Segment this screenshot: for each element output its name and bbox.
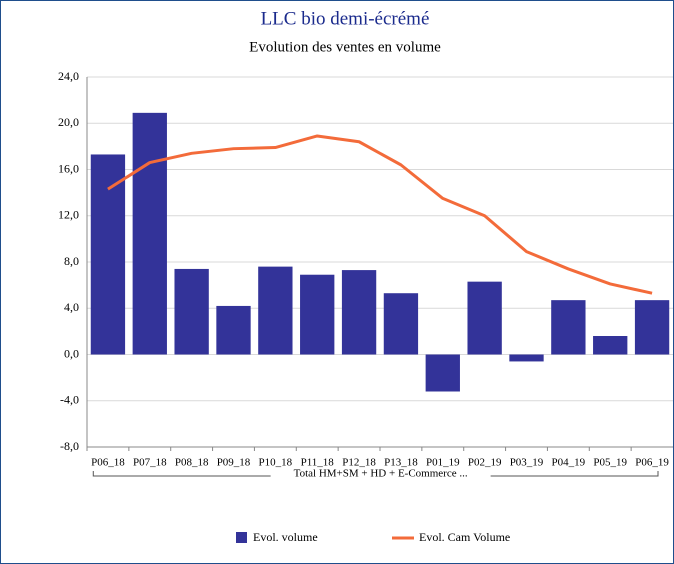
x-tick-label: P03_19 [510,457,544,469]
y-tick-label: 20,0 [58,115,79,129]
chart-title: LLC bio demi-écrémé [261,8,430,29]
bar [634,300,670,355]
x-tick-label: P11_18 [301,457,335,469]
bar [593,336,628,355]
bar [551,300,586,355]
group-label: Total HM+SM + HD + E-Commerce ... [294,468,468,480]
chart-subtitle: Evolution des ventes en volume [249,39,441,55]
x-tick-label: P12_18 [342,457,376,469]
line [107,134,653,295]
bar [300,274,335,355]
bar [425,354,460,392]
x-tick-label: P13_18 [384,457,418,469]
y-tick-label: -4,0 [60,393,79,407]
bar [174,268,209,355]
x-tick-label: P10_18 [259,457,293,469]
bar [383,293,419,355]
y-tick-label: 24,0 [58,69,79,83]
y-tick-label: 16,0 [58,161,79,175]
bar [132,112,167,355]
bar [467,281,502,355]
x-tick-label: P09_18 [217,457,251,469]
legend-swatch [236,532,247,543]
y-tick-label: 12,0 [58,208,79,222]
x-tick-label: P02_19 [468,457,502,469]
legend-label: Evol. volume [253,530,318,544]
bar [258,266,293,355]
group-bracket [92,471,659,477]
x-tick-label: P07_18 [133,457,167,469]
y-tick-label: 0,0 [64,346,79,360]
bar [341,270,377,355]
x-tick-label: P05_19 [593,457,627,469]
bar [216,305,251,355]
bar [509,354,544,362]
legend-label: Evol. Cam Volume [419,530,510,544]
x-tick-label: P08_18 [175,457,209,469]
y-tick-label: 4,0 [64,300,79,314]
x-tick-label: P06_19 [635,457,669,469]
bar [90,154,126,355]
y-tick-label: 8,0 [64,254,79,268]
x-tick-label: P04_19 [552,457,586,469]
y-tick-label: -8,0 [60,439,79,453]
x-tick-label: P01_19 [426,457,460,469]
x-tick-label: P06_18 [91,457,125,469]
